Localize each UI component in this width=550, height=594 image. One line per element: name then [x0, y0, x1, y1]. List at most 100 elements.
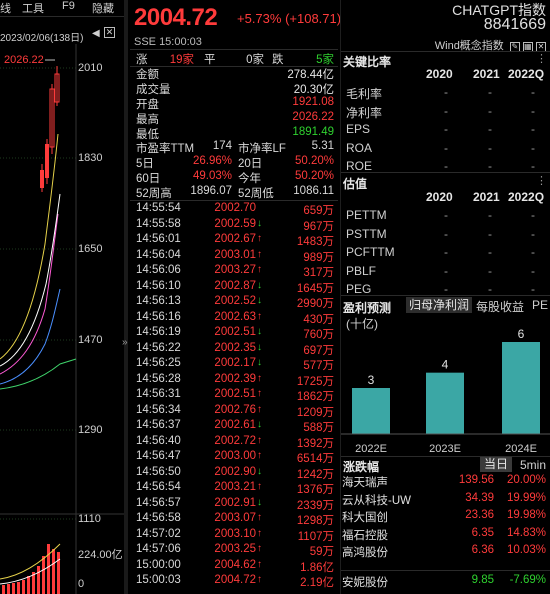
pe-label: 市盈率TTM: [136, 143, 195, 155]
stock-row[interactable]: 福石控股 6.35 14.83%: [342, 527, 550, 543]
tick-row[interactable]: 14:55:54 2002.70 659万: [136, 202, 334, 217]
tick-row[interactable]: 15:00:03 2004.72 ↑ 2.19亿: [136, 574, 334, 589]
ma-line-yellow: [0, 133, 59, 360]
tick-row[interactable]: 14:56:54 2003.21 ↑ 1376万: [136, 481, 334, 496]
volume-bar: [42, 556, 45, 594]
tick-volume: 2990万: [296, 298, 334, 310]
menu-tools[interactable]: 工具: [22, 3, 44, 15]
forecast-title: 盈利预测: [343, 301, 392, 315]
tick-volume: 1645万: [296, 282, 334, 295]
tick-row[interactable]: 14:56:10 2002.87 ↓ 1645万: [136, 279, 334, 295]
stock-row[interactable]: 海天瑞声 139.56 20.00%: [342, 474, 550, 490]
volume-bar: [22, 580, 25, 594]
stat-label: 最低: [136, 129, 159, 141]
metric-label: EPS: [346, 122, 371, 136]
tick-row[interactable]: 14:56:57 2002.91 ↓ 2339万: [136, 497, 334, 512]
expand-arrow-icon[interactable]: »: [122, 337, 128, 348]
up-arrow-icon: ↑: [257, 434, 262, 446]
down-arrow-icon: ↓: [257, 419, 262, 430]
up-arrow-icon: ↑: [257, 403, 262, 415]
y-label: 1110: [78, 513, 101, 525]
volume-ma-yellow: [0, 543, 61, 580]
tab-5min[interactable]: 5min: [520, 458, 547, 472]
menu-f9[interactable]: F9: [62, 0, 75, 12]
tick-row[interactable]: 14:56:06 2003.27 ↑ 317万: [136, 264, 334, 279]
down-arrow-icon: ↓: [257, 279, 262, 291]
stock-row[interactable]: 高鸿股份 6.36 10.03%: [342, 544, 550, 560]
menu-line[interactable]: 线: [0, 3, 11, 15]
metric-value: -: [444, 122, 448, 136]
stock-row[interactable]: 科大国创 23.36 19.98%: [342, 509, 550, 525]
tick-volume: 1862万: [296, 391, 334, 403]
tick-row[interactable]: 14:56:25 2002.17 ↓ 577万: [136, 357, 334, 372]
down-arrow-icon: ↓: [257, 295, 262, 306]
tick-row[interactable]: 14:55:58 2002.59 ↓ 967万: [136, 217, 334, 233]
panel-splitter[interactable]: [124, 0, 128, 594]
more-icon[interactable]: ⋮: [536, 175, 547, 187]
tick-row[interactable]: 14:56:22 2002.35 ↓ 697万: [136, 342, 334, 357]
stock-name: 福石控股: [342, 529, 388, 542]
tick-row[interactable]: 14:56:16 2002.63 ↑ 430万: [136, 311, 334, 326]
volume-bar: [37, 566, 40, 594]
stock-row[interactable]: 云从科技-UW 34.39 19.99%: [342, 492, 550, 508]
w52l-label: 52周低: [238, 188, 274, 200]
candles: [40, 66, 60, 192]
tab-net-profit[interactable]: 归母净利润: [406, 297, 472, 313]
metric-value: -: [488, 122, 492, 136]
valuation-row: 市盈率TTM 174 市净率LF 5.31: [136, 140, 334, 155]
tick-price: 2002.17: [214, 357, 256, 369]
forecast-value: 3: [368, 373, 375, 387]
tick-row[interactable]: 14:56:50 2002.90 ↓ 1242万: [136, 466, 334, 481]
divider: [341, 295, 550, 296]
tick-price: 2002.59: [214, 217, 256, 230]
tick-row[interactable]: 14:56:04 2003.01 ↑ 989万: [136, 249, 334, 264]
tick-row[interactable]: 14:56:58 2003.07 ↑ 1298万: [136, 512, 334, 527]
tick-time: 14:56:47: [136, 450, 181, 462]
tick-row[interactable]: 14:57:02 2003.10 ↑ 1107万: [136, 527, 334, 543]
tick-time: 14:56:58: [136, 512, 181, 524]
tick-row[interactable]: 14:56:37 2002.61 ↓ 588万: [136, 419, 334, 434]
tick-row[interactable]: 14:56:13 2002.52 ↓ 2990万: [136, 295, 334, 310]
kline-svg: [0, 44, 124, 594]
tab-pe[interactable]: PE: [532, 298, 549, 312]
down-arrow-icon: ↓: [257, 326, 262, 337]
stock-name: 云从科技-UW: [342, 494, 411, 507]
tick-row[interactable]: 14:56:31 2002.51 ↑ 1862万: [136, 388, 334, 403]
tick-volume: 577万: [303, 360, 334, 372]
volume-bar: [52, 549, 55, 594]
stat-value: 1921.08: [292, 96, 334, 108]
rise-count: 19家: [169, 54, 194, 66]
menu-hide[interactable]: 隐藏: [92, 3, 114, 15]
tick-row[interactable]: 14:56:01 2002.67 ↑ 1483万: [136, 233, 334, 248]
tick-time: 14:57:06: [136, 543, 181, 555]
tick-time: 15:00:00: [136, 558, 181, 571]
ma-line-white: [0, 193, 61, 367]
collapse-icon[interactable]: ◀: [92, 28, 100, 39]
tick-row[interactable]: 15:00:00 2004.62 ↑ 1.86亿: [136, 558, 334, 574]
tick-row[interactable]: 14:56:28 2002.39 ↑ 1725万: [136, 372, 334, 388]
close-icon[interactable]: ✕: [104, 27, 115, 38]
kline-chart-panel[interactable]: [0, 0, 128, 594]
forecast-bar: [502, 342, 540, 434]
more-icon[interactable]: ⋮: [536, 53, 547, 65]
stock-price: 23.36: [465, 509, 494, 521]
y-label: 1470: [78, 334, 103, 346]
up-arrow-icon: ↑: [257, 558, 262, 570]
tick-row[interactable]: 14:56:34 2002.76 ↑ 1209万: [136, 403, 334, 419]
tick-row[interactable]: 14:56:40 2002.72 ↑ 1392万: [136, 434, 334, 450]
tick-row[interactable]: 14:57:06 2003.25 ↑ 59万: [136, 543, 334, 558]
stock-row[interactable]: 安妮股份 9.85 -7.69%: [342, 574, 550, 590]
volume-zero-label: 0: [78, 578, 85, 590]
tick-time: 14:55:58: [136, 217, 181, 230]
stock-name: 科大国创: [342, 512, 388, 524]
tick-volume: 1483万: [296, 236, 334, 248]
tick-time: 15:00:03: [136, 574, 181, 586]
tick-row[interactable]: 14:56:47 2003.00 ↑ 6514万: [136, 450, 334, 465]
up-arrow-icon: ↑: [257, 527, 262, 539]
tab-eps[interactable]: 每股收益: [476, 300, 525, 314]
candle: [40, 170, 44, 188]
tab-today[interactable]: 当日: [480, 457, 512, 472]
up-arrow-icon: ↑: [257, 372, 262, 384]
tick-row[interactable]: 14:56:19 2002.51 ↓ 760万: [136, 326, 334, 341]
tick-volume: 317万: [303, 267, 334, 279]
